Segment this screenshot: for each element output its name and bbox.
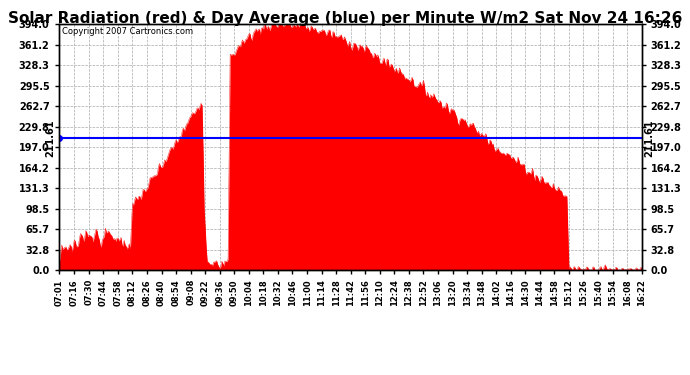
Text: 211.61: 211.61 bbox=[46, 119, 56, 157]
Text: Copyright 2007 Cartronics.com: Copyright 2007 Cartronics.com bbox=[61, 27, 193, 36]
Text: Solar Radiation (red) & Day Average (blue) per Minute W/m2 Sat Nov 24 16:26: Solar Radiation (red) & Day Average (blu… bbox=[8, 11, 682, 26]
Text: 211.61: 211.61 bbox=[644, 119, 655, 157]
